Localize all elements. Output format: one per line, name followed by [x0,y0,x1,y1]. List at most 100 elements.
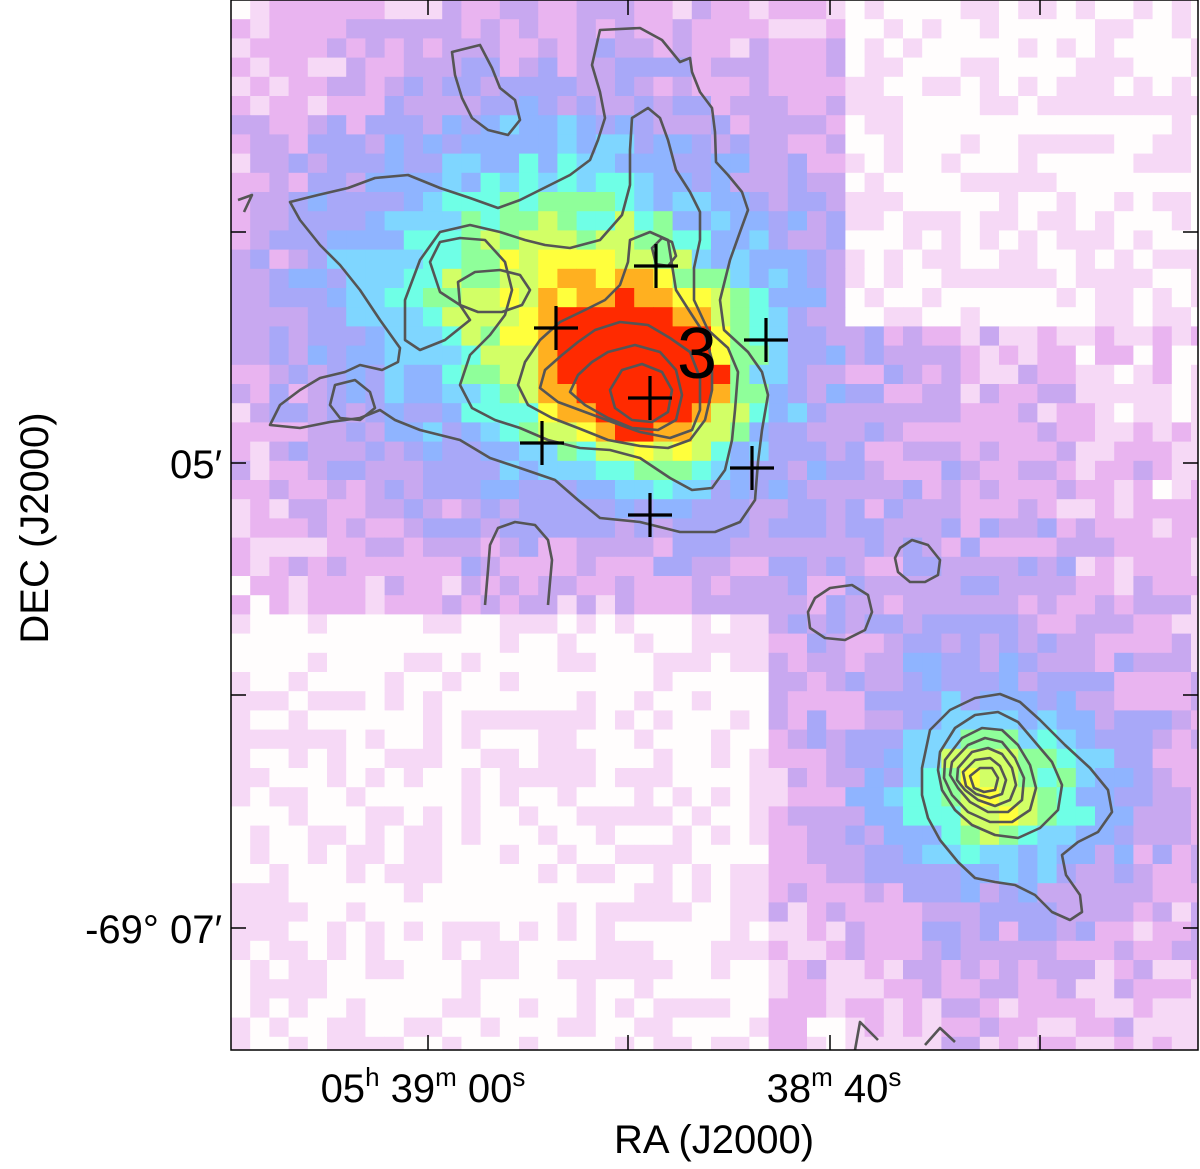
heatmap-cell [922,345,942,366]
heatmap-cell [845,979,865,999]
heatmap-cell [499,0,520,20]
heatmap-cell [749,460,769,481]
heatmap-cell [403,979,424,999]
heatmap-cell [1056,672,1077,692]
heatmap-cell [1114,460,1134,481]
heatmap-cell [519,652,539,673]
heatmap-cell [250,691,270,711]
heatmap-cell [845,844,865,865]
heatmap-cell [461,57,481,78]
heatmap-cell [576,115,597,135]
heatmap-cell [269,96,289,116]
heatmap-cell [1152,326,1173,346]
heatmap-cell [557,288,577,308]
heatmap-cell [634,652,654,673]
heatmap-cell [730,787,750,807]
heatmap-cell [538,307,558,327]
heatmap-cell [365,288,385,308]
heatmap-cell [384,960,405,980]
heatmap-cell [327,768,347,788]
heatmap-cell [365,844,385,865]
heatmap-cell [1114,134,1134,154]
heatmap-cell [864,192,885,212]
heatmap-cell [826,249,846,270]
heatmap-cell [807,76,827,97]
heatmap-cell [1075,153,1096,174]
heatmap-cell [1171,729,1192,750]
heatmap-cell [442,844,462,865]
heatmap-cell [1095,883,1115,903]
heatmap-cell [615,595,635,615]
heatmap-cell [576,96,597,116]
heatmap-cell [1018,883,1038,903]
heatmap-cell [1171,172,1192,193]
heatmap-cell [307,921,328,942]
heatmap-cell [1075,748,1096,769]
heatmap-cell [595,0,616,20]
heatmap-cell [1171,998,1192,1018]
heatmap-cell [1075,710,1096,730]
heatmap-cell [595,364,616,385]
heatmap-cell [787,729,808,750]
heatmap-cell [1037,787,1057,807]
heatmap-cell [903,633,923,654]
heatmap-cell [903,691,923,711]
heatmap-cell [1018,172,1038,193]
heatmap-cell [384,902,405,922]
heatmap-cell [615,326,635,346]
heatmap-cell [557,633,577,654]
heatmap-cell [442,307,462,327]
heatmap-cell [864,403,885,423]
heatmap-cell [288,748,309,769]
heatmap-cell [1018,499,1038,519]
heatmap-cell [403,76,424,97]
heatmap-cell [864,268,885,289]
heatmap-cell [499,19,520,39]
heatmap-cell [903,460,923,481]
heatmap-cell [1056,153,1077,174]
heatmap-cell [1037,326,1057,346]
heatmap-cell [365,326,385,346]
heatmap-cell [384,806,405,826]
heatmap-cell [250,595,270,615]
heatmap-cell [1152,844,1173,865]
heatmap-cell [461,441,481,462]
heatmap-cell [807,57,827,78]
heatmap-cell [307,806,328,826]
heatmap-cell [231,249,251,270]
heatmap-cell [442,806,462,826]
heatmap-cell [557,844,577,865]
heatmap-cell [269,326,289,346]
heatmap-cell [1075,556,1096,577]
heatmap-cell [960,249,981,270]
heatmap-cell [634,1036,654,1050]
heatmap-cell [960,96,981,116]
heatmap-cell [461,480,481,500]
heatmap-cell [845,518,865,538]
heatmap-cell [595,806,616,826]
heatmap-cell [231,979,251,999]
heatmap-cell [864,652,885,673]
heatmap-cell [615,76,635,97]
heatmap-cell [403,441,424,462]
heatmap-cell [711,864,731,884]
heatmap-cell [941,96,961,116]
heatmap-cell [768,480,789,500]
heatmap-cell [1056,499,1077,519]
heatmap-cell [307,710,328,730]
heatmap-cell [634,38,654,58]
heatmap-cell [576,38,597,58]
heatmap-cell [768,307,789,327]
heatmap-cell [327,326,347,346]
heatmap-cell [1037,576,1057,596]
heatmap-cell [269,940,289,961]
heatmap-cell [845,96,865,116]
heatmap-cell [1037,211,1057,231]
heatmap-cell [787,460,808,481]
heatmap-cell [634,288,654,308]
heatmap-cell [1171,57,1192,78]
heatmap-cell [1191,345,1198,366]
heatmap-cell [499,748,520,769]
heatmap-cell [288,230,309,250]
heatmap-cell [307,0,328,20]
